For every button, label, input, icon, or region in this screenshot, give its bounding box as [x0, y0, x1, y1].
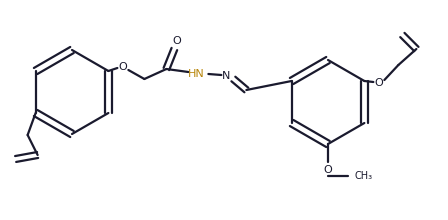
- Text: N: N: [222, 71, 231, 81]
- Text: O: O: [323, 165, 332, 175]
- Text: O: O: [118, 62, 127, 72]
- Text: HN: HN: [188, 69, 205, 79]
- Text: CH₃: CH₃: [355, 171, 373, 181]
- Text: O: O: [374, 78, 383, 88]
- Text: O: O: [172, 36, 181, 46]
